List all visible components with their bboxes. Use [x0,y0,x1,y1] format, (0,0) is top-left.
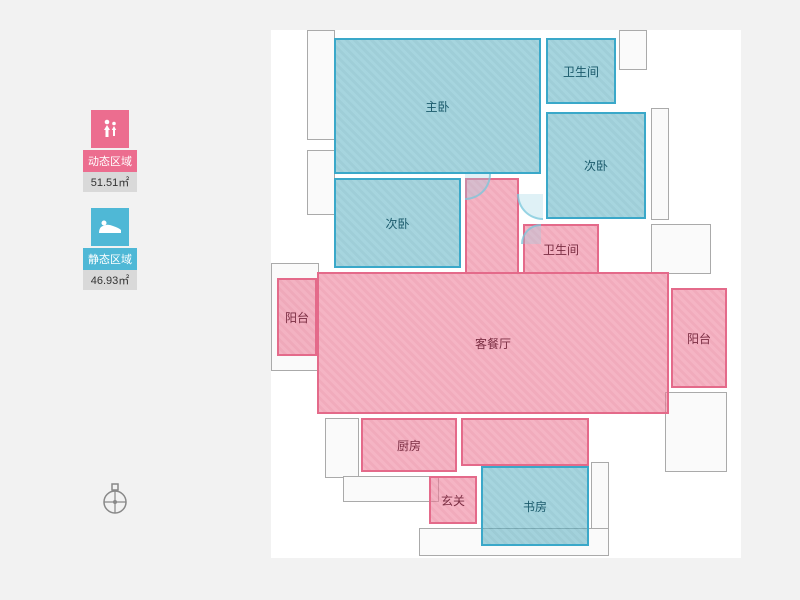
legend-dynamic-value: 51.51㎡ [83,172,137,192]
legend-static-label: 静态区域 [83,248,137,270]
room-label: 卫生间 [543,241,579,258]
room-kitchen: 厨房 [361,418,457,472]
room-label: 客餐厅 [475,335,511,352]
room-bedroom-2a: 次卧 [546,112,646,219]
wall-segment [665,392,727,472]
wall-segment [307,30,335,140]
room-balcony-right: 阳台 [671,288,727,388]
legend-static: 静态区域 46.93㎡ [80,208,140,290]
room-label: 次卧 [584,157,608,174]
legend-dynamic-label: 动态区域 [83,150,137,172]
legend-dynamic: 动态区域 51.51㎡ [80,110,140,192]
wall-segment [325,418,359,478]
room-bathroom-1: 卫生间 [546,38,616,104]
room-label: 书房 [523,498,547,515]
legend-panel: 动态区域 51.51㎡ 静态区域 46.93㎡ [80,110,140,306]
room-label: 主卧 [425,98,449,115]
room-entrance: 玄关 [429,476,477,524]
room-label: 玄关 [441,492,465,509]
room-label: 次卧 [385,215,409,232]
compass-icon [100,482,130,521]
wall-segment [651,224,711,274]
legend-static-value: 46.93㎡ [83,270,137,290]
room-living-bottom [461,418,589,466]
room-master-bedroom: 主卧 [334,38,541,174]
room-living-dining: 客餐厅 [317,272,669,414]
room-bedroom-2b: 次卧 [334,178,461,268]
rest-icon [91,208,129,246]
wall-segment [619,30,647,70]
room-study: 书房 [481,466,589,546]
floorplan-canvas: 主卧卫生间次卧次卧卫生间客餐厅阳台阳台厨房玄关书房 [271,30,741,558]
wall-segment [651,108,669,220]
room-balcony-left: 阳台 [277,278,317,356]
people-icon [91,110,129,148]
room-label: 厨房 [397,437,421,454]
wall-segment [343,476,439,502]
room-label: 卫生间 [563,63,599,80]
room-label: 阳台 [285,309,309,326]
wall-segment [307,150,335,215]
room-label: 阳台 [687,330,711,347]
